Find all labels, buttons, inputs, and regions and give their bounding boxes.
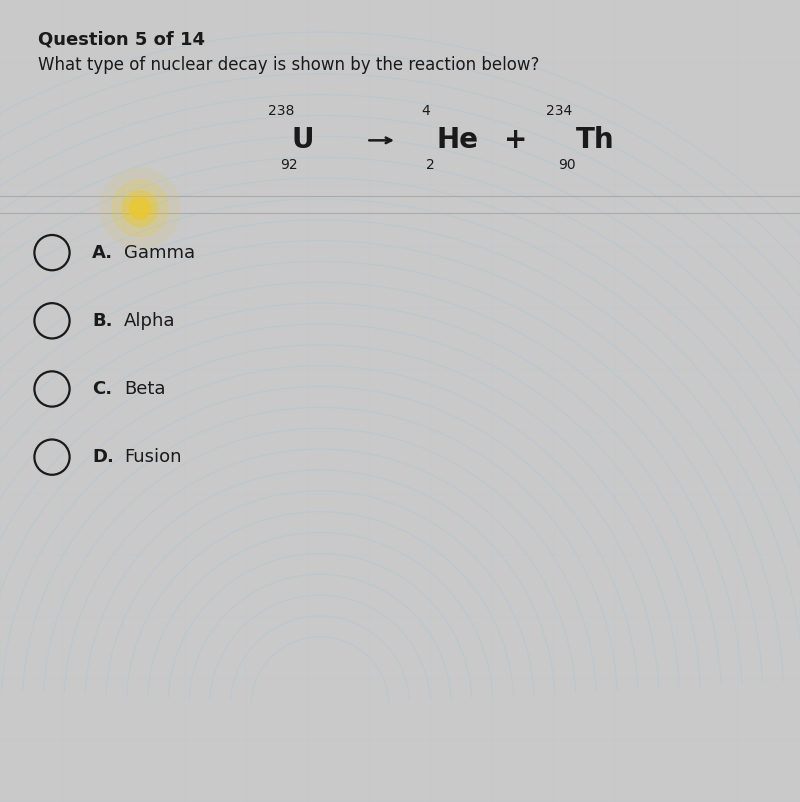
Text: Alpha: Alpha [124, 312, 175, 330]
Text: 90: 90 [558, 158, 576, 172]
Text: U: U [292, 127, 314, 154]
Text: Fusion: Fusion [124, 448, 182, 466]
Text: 234: 234 [546, 104, 572, 118]
Text: 238: 238 [268, 104, 294, 118]
Text: He: He [436, 127, 478, 154]
Circle shape [130, 198, 150, 219]
Circle shape [122, 191, 158, 226]
Text: 4: 4 [422, 104, 430, 118]
Text: Gamma: Gamma [124, 244, 195, 261]
Text: Beta: Beta [124, 380, 166, 398]
Text: C.: C. [92, 380, 112, 398]
Text: 92: 92 [280, 158, 298, 172]
Text: D.: D. [92, 448, 114, 466]
Circle shape [112, 180, 168, 237]
Text: A.: A. [92, 244, 113, 261]
Text: B.: B. [92, 312, 113, 330]
Circle shape [100, 168, 180, 249]
Text: Question 5 of 14: Question 5 of 14 [38, 30, 206, 48]
Text: 2: 2 [426, 158, 435, 172]
Text: +: + [504, 127, 528, 154]
Text: What type of nuclear decay is shown by the reaction below?: What type of nuclear decay is shown by t… [38, 56, 540, 74]
Text: Th: Th [576, 127, 614, 154]
